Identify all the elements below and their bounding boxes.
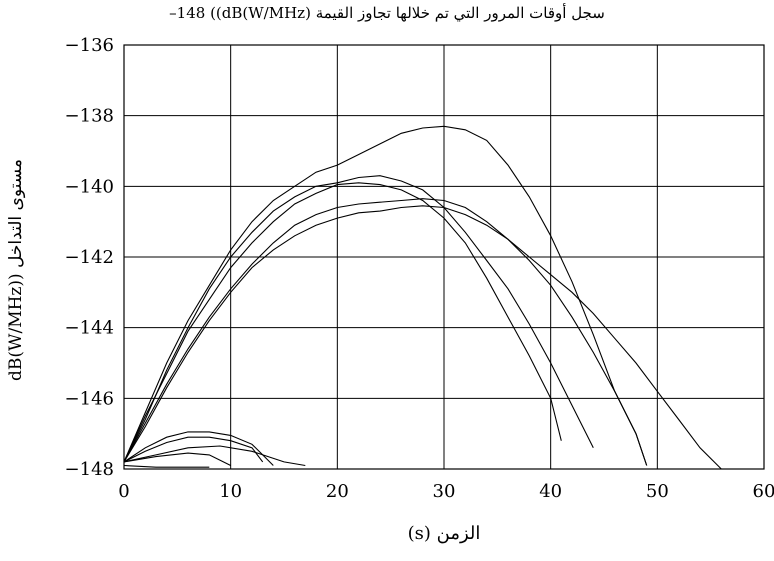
- y-tick-label: −136: [65, 35, 114, 56]
- y-tick-label: −142: [65, 247, 114, 268]
- y-tick-label: −148: [65, 459, 114, 480]
- y-tick-label: −144: [65, 318, 114, 339]
- series-line: [123, 445, 306, 467]
- series-line: [123, 198, 648, 466]
- x-tick-label: 30: [433, 481, 456, 502]
- x-tick-label: 10: [219, 481, 242, 502]
- y-tick-label: −138: [65, 106, 114, 127]
- plot-frame: [123, 44, 765, 470]
- x-tick-label: 50: [646, 481, 669, 502]
- series-line: [123, 175, 594, 463]
- series-line: [123, 464, 210, 468]
- x-tick-label: 0: [118, 481, 129, 502]
- y-tick-label: −140: [65, 176, 114, 197]
- chart-title: سجل أوقات المرور التي تم خلالها تجاوز ال…: [169, 4, 605, 22]
- x-tick-label: 20: [326, 481, 349, 502]
- series-line: [123, 431, 274, 466]
- y-tick-label: −146: [65, 388, 114, 409]
- x-tick-label: 60: [753, 481, 774, 502]
- series-line: [123, 436, 264, 463]
- x-axis-label: الزمن (s): [407, 523, 481, 544]
- series-line: [123, 125, 648, 466]
- series-line: [123, 182, 562, 463]
- series-line: [123, 452, 231, 466]
- series-line: [123, 205, 722, 470]
- x-tick-label: 40: [539, 481, 562, 502]
